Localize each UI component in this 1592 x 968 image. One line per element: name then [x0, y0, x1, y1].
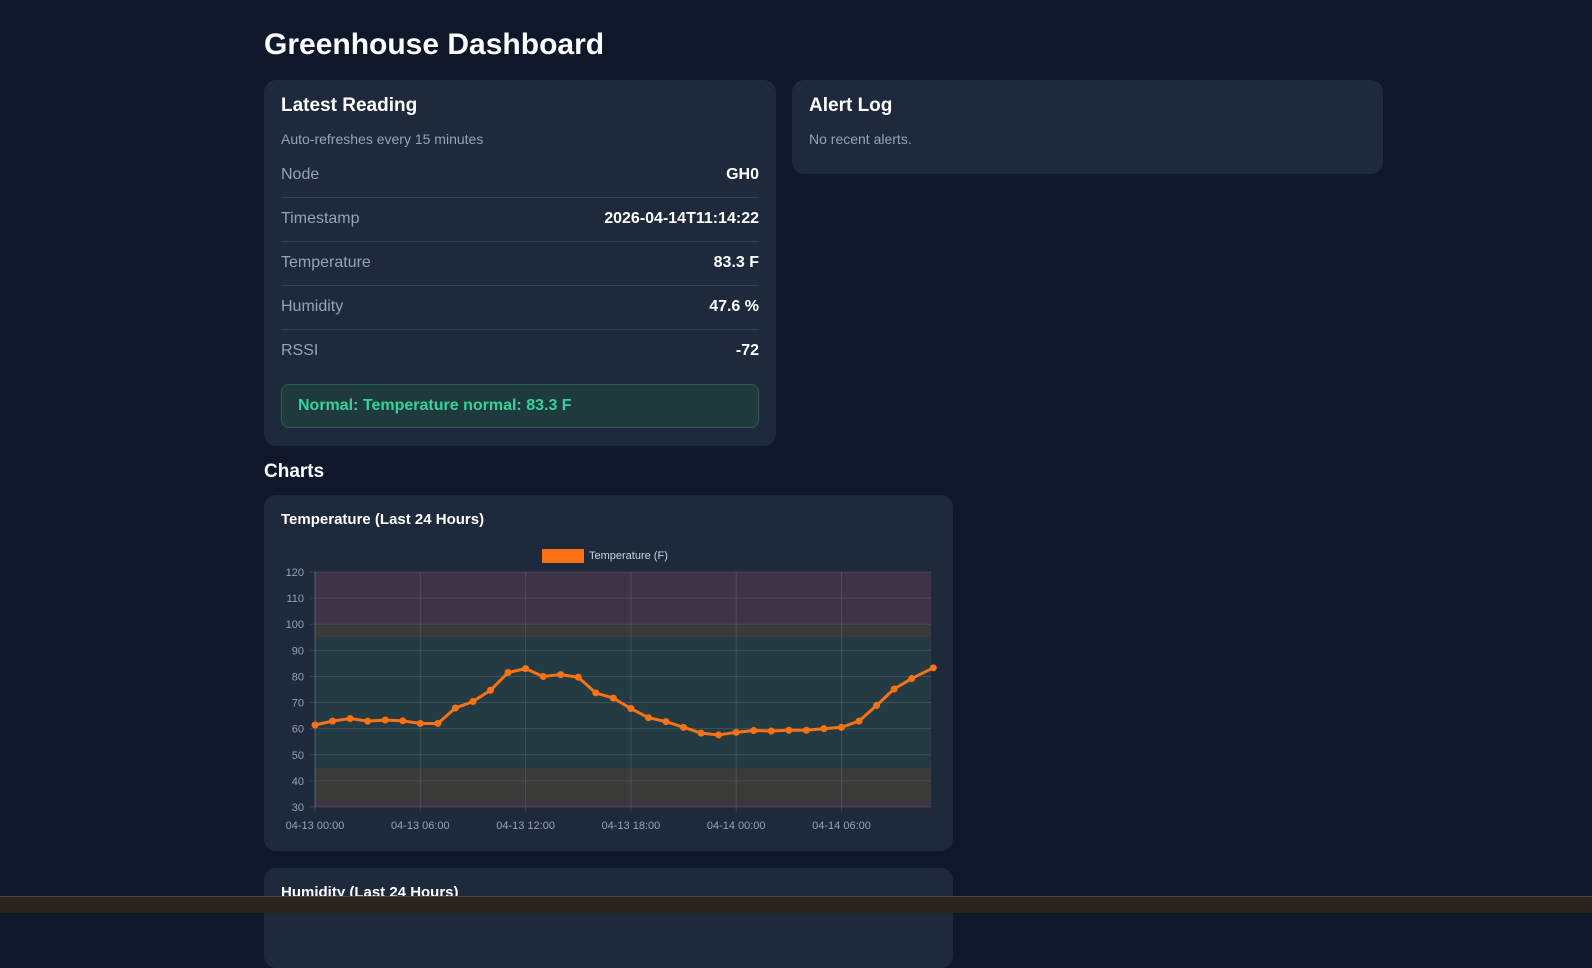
threshold-band	[315, 801, 931, 807]
data-point	[697, 729, 705, 737]
data-point	[785, 726, 793, 734]
threshold-band	[315, 767, 931, 802]
row-label: Timestamp	[281, 210, 360, 227]
status-badge: Normal: Temperature normal: 83.3 F	[281, 384, 759, 428]
y-tick-label: 30	[292, 802, 304, 814]
data-point	[592, 689, 600, 697]
threshold-band	[315, 572, 931, 625]
y-tick-label: 120	[286, 567, 304, 579]
row-label: Temperature	[281, 254, 371, 271]
data-point	[609, 694, 617, 702]
row-label: Node	[281, 166, 320, 183]
alert-empty-text: No recent alerts.	[809, 131, 912, 147]
bottom-bar	[0, 896, 1592, 913]
reading-row-timestamp: Timestamp 2026-04-14T11:14:22	[281, 197, 759, 242]
data-point	[504, 669, 512, 677]
latest-reading-title: Latest Reading	[281, 95, 418, 116]
data-point	[908, 675, 916, 683]
threshold-band	[315, 624, 931, 638]
row-value: GH0	[726, 166, 759, 183]
x-tick-label: 04-14 06:00	[812, 820, 871, 832]
data-point	[364, 717, 372, 725]
row-value: 47.6 %	[709, 298, 759, 315]
legend-label: Temperature (F)	[589, 550, 668, 562]
data-point	[522, 665, 530, 673]
data-point	[539, 672, 547, 680]
x-tick-label: 04-13 00:00	[286, 820, 345, 832]
data-point	[680, 723, 688, 731]
data-point	[662, 718, 670, 726]
refresh-note: Auto-refreshes every 15 minutes	[281, 131, 484, 147]
data-point	[399, 717, 407, 725]
x-tick-label: 04-13 06:00	[391, 820, 450, 832]
data-point	[627, 705, 635, 713]
data-point	[381, 716, 389, 724]
data-point	[750, 726, 758, 734]
temperature-chart: 30 40 50 60 70 80 90 100 110 120 04-13 00:00 04-13 …	[286, 549, 937, 832]
charts-heading: Charts	[264, 461, 325, 482]
data-point	[855, 717, 863, 725]
data-point	[574, 673, 582, 681]
data-point	[767, 727, 775, 735]
reading-row-temperature: Temperature 83.3 F	[281, 241, 759, 286]
row-value: 2026-04-14T11:14:22	[604, 210, 759, 227]
data-point	[802, 726, 810, 734]
data-point	[929, 664, 937, 672]
y-tick-label: 110	[286, 593, 304, 605]
data-point	[487, 686, 494, 694]
y-tick-label: 80	[292, 671, 304, 683]
reading-row-rssi: RSSI -72	[281, 329, 759, 373]
page-title: Greenhouse Dashboard	[264, 28, 605, 61]
data-point	[557, 671, 565, 679]
data-point	[416, 719, 424, 727]
data-point	[732, 728, 740, 736]
row-value: 83.3 F	[713, 254, 759, 271]
data-point	[838, 723, 845, 731]
data-point	[820, 725, 828, 733]
reading-row-node: Node GH0	[281, 153, 759, 198]
y-tick-label: 50	[292, 750, 304, 762]
temperature-chart-card: Temperature (Last 24 Hours) 30 40 50 60 70 80…	[264, 495, 953, 851]
alert-log-card: Alert Log No recent alerts.	[792, 80, 1383, 174]
row-label: RSSI	[281, 342, 319, 359]
x-tick-label: 04-13 12:00	[496, 820, 555, 832]
data-point	[346, 714, 354, 722]
y-tick-label: 40	[292, 776, 304, 788]
data-point	[469, 698, 477, 706]
row-label: Humidity	[281, 298, 344, 315]
legend-swatch	[542, 549, 584, 563]
data-point	[715, 731, 723, 739]
data-point	[451, 704, 459, 712]
y-tick-label: 70	[292, 698, 304, 710]
latest-reading-card: Latest Reading Auto-refreshes every 15 m…	[264, 80, 776, 446]
y-tick-label: 60	[292, 724, 304, 736]
x-tick-label: 04-14 00:00	[707, 820, 766, 832]
x-tick-label: 04-13 18:00	[602, 820, 661, 832]
row-value: -72	[735, 342, 759, 359]
data-point	[644, 714, 652, 722]
data-point	[329, 717, 337, 725]
y-tick-label: 100	[286, 619, 304, 631]
humidity-chart-card: Humidity (Last 24 Hours)	[264, 868, 953, 968]
data-point	[311, 721, 319, 729]
alert-log-title: Alert Log	[809, 95, 893, 116]
data-point	[890, 685, 898, 693]
reading-row-humidity: Humidity 47.6 %	[281, 285, 759, 330]
temperature-chart-title: Temperature (Last 24 Hours)	[281, 511, 485, 528]
data-point	[434, 719, 442, 727]
y-tick-label: 90	[292, 645, 304, 657]
data-point	[873, 701, 881, 709]
